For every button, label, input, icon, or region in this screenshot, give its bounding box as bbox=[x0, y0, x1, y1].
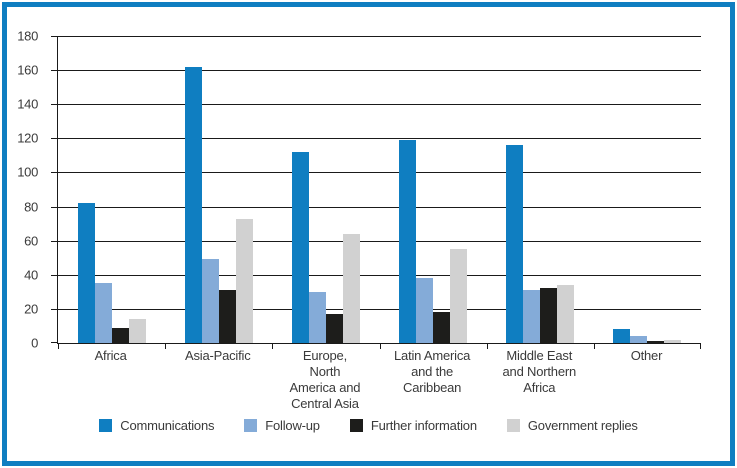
legend-item-follow-up: Follow-up bbox=[244, 418, 320, 433]
legend-label-government-replies: Government replies bbox=[527, 418, 638, 433]
y-axis-label-20: 20 bbox=[24, 301, 38, 317]
bar-follow-up-africa bbox=[94, 283, 112, 343]
bar-communications-other bbox=[613, 329, 631, 343]
bar-group-africa bbox=[58, 36, 165, 343]
legend-label-communications: Communications bbox=[120, 418, 215, 433]
x-axis-tick-6 bbox=[700, 344, 701, 349]
y-axis-tick-20 bbox=[51, 308, 58, 310]
bar-follow-up-latin-america-and-the-caribbean bbox=[416, 278, 434, 343]
bar-follow-up-asia-pacific bbox=[201, 259, 219, 343]
y-axis-label-0: 0 bbox=[31, 335, 38, 351]
y-axis-tick-160 bbox=[51, 70, 58, 72]
legend-swatch-follow-up bbox=[244, 419, 258, 432]
bar-further-information-asia-pacific bbox=[218, 290, 236, 343]
gridline-60 bbox=[58, 240, 701, 242]
bar-government-replies-africa bbox=[128, 319, 146, 343]
gridline-20 bbox=[58, 308, 701, 310]
x-axis-label-europe-north-america-and-central-asia: Europe, North America and Central Asia bbox=[289, 348, 361, 411]
x-axis-label-asia-pacific: Asia-Pacific bbox=[185, 348, 251, 363]
x-axis-tick-3 bbox=[379, 344, 381, 349]
bar-government-replies-latin-america-and-the-caribbean bbox=[450, 249, 468, 343]
gridline-140 bbox=[58, 104, 701, 106]
x-axis-tick-2 bbox=[272, 344, 274, 349]
bar-further-information-other bbox=[647, 341, 665, 343]
x-axis-label-middle-east-and-northern-africa: Middle East and Northern Africa bbox=[502, 348, 577, 395]
bar-communications-asia-pacific bbox=[184, 66, 202, 343]
gridline-120 bbox=[58, 138, 701, 140]
x-axis-label-africa: Africa bbox=[94, 348, 127, 363]
bar-communications-africa bbox=[77, 203, 95, 343]
bar-follow-up-middle-east-and-northern-africa bbox=[523, 290, 541, 343]
y-axis-label-140: 140 bbox=[17, 96, 38, 112]
bar-government-replies-middle-east-and-northern-africa bbox=[557, 285, 575, 343]
x-axis-tick-5 bbox=[593, 344, 595, 349]
bar-communications-middle-east-and-northern-africa bbox=[506, 145, 524, 343]
y-axis-tick-180 bbox=[51, 36, 58, 37]
bar-government-replies-other bbox=[664, 339, 682, 343]
gridline-160 bbox=[58, 70, 701, 72]
bar-group-other bbox=[594, 36, 701, 343]
bar-group-europe-north-america-and-central-asia bbox=[272, 36, 379, 343]
bar-group-asia-pacific bbox=[165, 36, 272, 343]
bar-further-information-europe-north-america-and-central-asia bbox=[325, 314, 343, 343]
legend-swatch-communications bbox=[99, 419, 113, 432]
legend-item-communications: Communications bbox=[99, 418, 214, 433]
legend-item-further-information: Further information bbox=[349, 418, 477, 433]
bar-groups bbox=[58, 36, 701, 343]
x-axis-tick-1 bbox=[165, 344, 167, 349]
bar-follow-up-europe-north-america-and-central-asia bbox=[308, 291, 326, 343]
legend-item-government-replies: Government replies bbox=[506, 418, 638, 433]
legend-label-further-information: Further information bbox=[370, 418, 477, 433]
gridline-100 bbox=[58, 172, 701, 174]
x-axis-tick-0 bbox=[58, 344, 59, 349]
y-axis-label-60: 60 bbox=[24, 233, 38, 249]
y-axis-label-160: 160 bbox=[17, 62, 38, 78]
y-axis-tick-80 bbox=[51, 206, 58, 208]
y-axis-tick-60 bbox=[51, 240, 58, 242]
bar-communications-europe-north-america-and-central-asia bbox=[291, 151, 309, 343]
gridline-40 bbox=[58, 274, 701, 276]
y-axis-tick-0 bbox=[51, 342, 58, 343]
y-axis-tick-120 bbox=[51, 138, 58, 140]
y-axis-tick-40 bbox=[51, 274, 58, 276]
x-axis-label-other: Other bbox=[630, 348, 663, 363]
y-axis-tick-140 bbox=[51, 104, 58, 106]
legend-swatch-further-information bbox=[349, 419, 363, 432]
y-axis-label-120: 120 bbox=[17, 130, 38, 146]
legend-label-follow-up: Follow-up bbox=[265, 418, 320, 433]
y-axis-tick-100 bbox=[51, 172, 58, 174]
gridline-180 bbox=[58, 36, 701, 37]
legend: Communications Follow-up Further informati… bbox=[7, 418, 730, 433]
bar-further-information-middle-east-and-northern-africa bbox=[540, 288, 558, 343]
bar-government-replies-europe-north-america-and-central-asia bbox=[342, 233, 360, 343]
plot-area bbox=[51, 36, 701, 349]
y-axis: 0 20 40 60 80 100 120 140 160 180 bbox=[7, 29, 50, 351]
legend-swatch-government-replies bbox=[506, 419, 520, 432]
bar-communications-latin-america-and-the-caribbean bbox=[399, 140, 417, 343]
x-axis-tick-4 bbox=[486, 344, 488, 349]
bar-group-latin-america-and-the-caribbean bbox=[380, 36, 487, 343]
bar-follow-up-other bbox=[630, 336, 648, 343]
y-axis-label-180: 180 bbox=[17, 28, 38, 44]
x-axis-label-latin-america-and-the-caribbean: Latin America and the Caribbean bbox=[394, 348, 471, 395]
bar-government-replies-asia-pacific bbox=[235, 218, 253, 343]
x-axis-labels: Africa Asia-Pacific Europe, North America … bbox=[57, 348, 700, 412]
y-axis-label-80: 80 bbox=[24, 199, 38, 215]
gridline-80 bbox=[58, 206, 701, 208]
bar-further-information-africa bbox=[111, 327, 129, 343]
bar-further-information-latin-america-and-the-caribbean bbox=[433, 312, 451, 343]
y-axis-label-100: 100 bbox=[17, 164, 38, 180]
bar-group-middle-east-and-northern-africa bbox=[487, 36, 594, 343]
y-axis-label-40: 40 bbox=[24, 267, 38, 283]
